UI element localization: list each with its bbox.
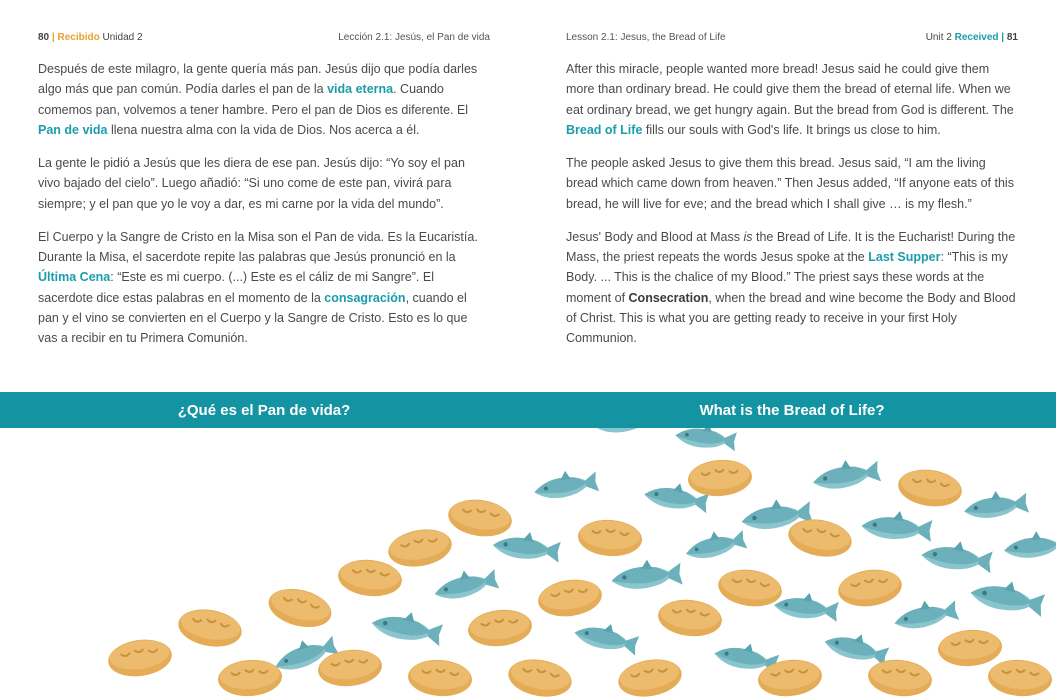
right-para-2: The people asked Jesus to give them this… <box>566 153 1018 214</box>
left-para-1: Después de este milagro, la gente quería… <box>38 59 490 140</box>
keyword-bread-of-life: Bread of Life <box>566 123 642 137</box>
unit-label-en: Unit 2 <box>926 32 952 43</box>
italic-is: is <box>743 230 752 244</box>
question-bar: ¿Qué es el Pan de vida? What is the Brea… <box>0 392 1056 428</box>
keyword-pan-de-vida: Pan de vida <box>38 123 107 137</box>
lesson-title-en: Lesson 2.1: Jesus, the Bread of Life <box>566 32 726 43</box>
left-para-3: El Cuerpo y la Sangre de Cristo en la Mi… <box>38 227 490 349</box>
right-header: Lesson 2.1: Jesus, the Bread of Life Uni… <box>566 32 1018 43</box>
question-es: ¿Qué es el Pan de vida? <box>0 392 528 428</box>
keyword-last-supper: Last Supper <box>868 250 940 264</box>
page-number-right: 81 <box>1007 32 1018 43</box>
keyword-ultima-cena: Última Cena <box>38 270 110 284</box>
book-spread: 80 | Recibido Unidad 2 Lección 2.1: Jesú… <box>0 0 1056 700</box>
right-page-label: Unit 2 Received | 81 <box>926 32 1018 43</box>
loaves-fishes-illustration <box>0 428 1056 700</box>
received-label-es: Recibido <box>57 32 99 43</box>
right-para-3: Jesus' Body and Blood at Mass is the Bre… <box>566 227 1018 349</box>
unit-label-es: Unidad 2 <box>103 32 143 43</box>
received-label-en: Received <box>955 32 999 43</box>
lesson-title-es: Lección 2.1: Jesús, el Pan de vida <box>338 32 490 43</box>
keyword-consecration: Consecration <box>629 291 709 305</box>
page-number-left: 80 <box>38 32 49 43</box>
left-para-2: La gente le pidió a Jesús que les diera … <box>38 153 490 214</box>
left-header: 80 | Recibido Unidad 2 Lección 2.1: Jesú… <box>38 32 490 43</box>
right-para-1: After this miracle, people wanted more b… <box>566 59 1018 140</box>
left-page-label: 80 | Recibido Unidad 2 <box>38 32 143 43</box>
keyword-vida-eterna: vida eterna <box>327 82 393 96</box>
keyword-consagracion: consagración <box>324 291 405 305</box>
question-en: What is the Bread of Life? <box>528 392 1056 428</box>
